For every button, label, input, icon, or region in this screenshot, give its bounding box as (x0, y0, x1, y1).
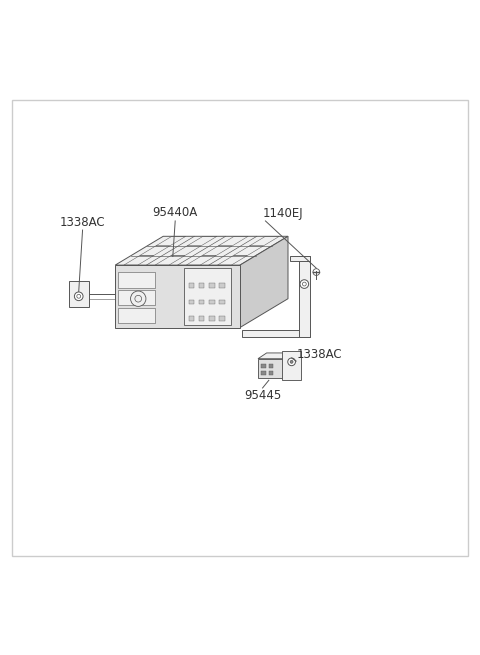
Bar (115, 265, 240, 328)
Bar (184, 267, 231, 325)
Bar (290, 255, 310, 261)
Bar (219, 283, 225, 288)
Bar (258, 359, 284, 378)
Bar (269, 364, 274, 368)
Bar (118, 307, 155, 323)
Bar (189, 316, 194, 321)
Bar (199, 283, 204, 288)
Bar (261, 371, 266, 375)
Bar (199, 316, 204, 321)
Text: 1338AC: 1338AC (60, 216, 106, 229)
Bar (299, 255, 310, 337)
Bar (118, 290, 155, 305)
Bar (209, 283, 215, 288)
Circle shape (74, 292, 83, 301)
Bar (219, 299, 225, 305)
Text: 1140EJ: 1140EJ (263, 206, 304, 219)
Bar (209, 299, 215, 305)
Bar (209, 316, 215, 321)
Circle shape (288, 358, 295, 365)
Polygon shape (284, 353, 293, 378)
Circle shape (290, 360, 293, 364)
Text: 95445: 95445 (244, 389, 281, 402)
Bar (118, 272, 155, 288)
Bar (269, 371, 274, 375)
Polygon shape (115, 236, 288, 265)
Bar (69, 281, 89, 307)
Bar (242, 330, 310, 337)
Circle shape (300, 280, 309, 288)
Polygon shape (240, 236, 288, 328)
Circle shape (131, 291, 146, 307)
Bar (219, 316, 225, 321)
Bar (199, 299, 204, 305)
Bar (189, 283, 194, 288)
Polygon shape (258, 353, 293, 359)
Bar (261, 364, 266, 368)
Text: 1338AC: 1338AC (297, 348, 342, 361)
Bar (282, 350, 301, 381)
Bar (189, 299, 194, 305)
Text: 95440A: 95440A (153, 206, 198, 219)
